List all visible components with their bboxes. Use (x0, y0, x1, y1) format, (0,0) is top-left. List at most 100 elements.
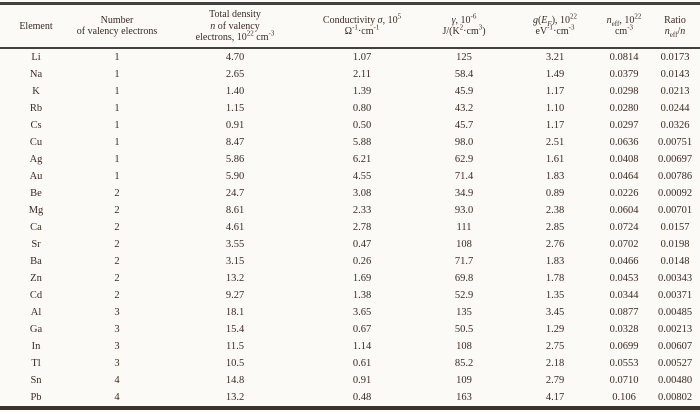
cell-conductivity: 0.80 (352, 102, 372, 114)
cell-gamma: 98.0 (454, 136, 474, 148)
cell-dos: 3.21 (545, 51, 565, 63)
cell-gamma: 43.2 (454, 102, 474, 114)
cell-conductivity: 4.55 (352, 170, 372, 182)
table-row: Ag 1 5.86 6.21 62.9 1.61 0.0408 0.00697 (0, 151, 700, 168)
cell-valency: 1 (114, 170, 120, 182)
cell-element: Cs (30, 119, 42, 131)
cell-n-eff: 0.0408 (609, 153, 639, 165)
table-row: In 3 11.5 1.14 108 2.75 0.0699 0.00607 (0, 338, 700, 355)
cell-valency: 2 (114, 221, 120, 233)
table-row: Tl 3 10.5 0.61 85.2 2.18 0.0553 0.00527 (0, 355, 700, 372)
cell-valency: 3 (114, 357, 120, 369)
cell-conductivity: 2.11 (353, 68, 371, 80)
cell-valency: 3 (114, 340, 120, 352)
table-header: Element Number of valency electrons Total d… (0, 4, 700, 48)
cell-gamma: 45.7 (454, 119, 474, 131)
cell-element: K (32, 85, 40, 97)
cell-element: Al (30, 306, 42, 318)
cell-conductivity: 0.50 (352, 119, 372, 131)
cell-total-density: 9.27 (225, 289, 245, 301)
cell-ratio: 0.0143 (660, 68, 690, 80)
cell-valency: 2 (114, 272, 120, 284)
cell-valency: 2 (114, 255, 120, 267)
cell-dos: 1.83 (545, 255, 565, 267)
cell-n-eff: 0.0604 (609, 204, 639, 216)
table-row: Sr 2 3.55 0.47 108 2.76 0.0702 0.0198 (0, 236, 700, 253)
cell-conductivity: 3.08 (352, 187, 372, 199)
cell-ratio: 0.00371 (657, 289, 693, 301)
cell-n-eff: 0.0710 (609, 374, 639, 386)
table-body: Li 1 4.70 1.07 125 3.21 0.0814 0.0173 Na 1 2.65 2.1… (0, 48, 700, 408)
cell-ratio: 0.0173 (660, 51, 690, 63)
cell-dos: 1.35 (545, 289, 565, 301)
cell-gamma: 108 (456, 340, 472, 352)
cell-element: Ba (30, 255, 42, 267)
column-header-valency: Number of valency electrons (76, 14, 158, 38)
cell-valency: 2 (114, 187, 120, 199)
cell-total-density: 2.65 (225, 68, 245, 80)
cell-conductivity: 0.61 (352, 357, 372, 369)
cell-gamma: 34.9 (454, 187, 474, 199)
cell-ratio: 0.00697 (657, 153, 693, 165)
cell-n-eff: 0.0699 (609, 340, 639, 352)
cell-dos: 1.83 (545, 170, 565, 182)
cell-gamma: 62.9 (454, 153, 474, 165)
column-header-conductivity: Conductivity σ, 105 Ω-1·cm-1 (322, 12, 402, 38)
cell-element: Pb (30, 391, 42, 403)
cell-conductivity: 0.48 (352, 391, 372, 403)
cell-n-eff: 0.0297 (609, 119, 639, 131)
cell-valency: 4 (114, 374, 120, 386)
cell-total-density: 18.1 (225, 306, 245, 318)
cell-total-density: 3.55 (225, 238, 245, 250)
cell-dos: 1.49 (545, 68, 565, 80)
table-row: Ga 3 15.4 0.67 50.5 1.29 0.0328 0.00213 (0, 321, 700, 338)
cell-dos: 1.17 (545, 119, 565, 131)
cell-valency: 1 (114, 51, 120, 63)
cell-ratio: 0.0198 (660, 238, 690, 250)
cell-conductivity: 6.21 (352, 153, 372, 165)
cell-total-density: 3.15 (225, 255, 245, 267)
cell-dos: 2.79 (545, 374, 565, 386)
cell-gamma: 125 (456, 51, 472, 63)
cell-dos: 2.76 (545, 238, 565, 250)
cell-ratio: 0.0213 (660, 85, 690, 97)
cell-element: Cd (29, 289, 43, 301)
cell-gamma: 45.9 (454, 85, 474, 97)
cell-gamma: 108 (456, 238, 472, 250)
cell-n-eff: 0.0877 (609, 306, 639, 318)
cell-total-density: 11.5 (226, 340, 244, 352)
cell-gamma: 50.5 (454, 323, 474, 335)
header-row: Element Number of valency electrons Total d… (0, 4, 700, 48)
cell-valency: 2 (114, 238, 120, 250)
cell-dos: 0.89 (545, 187, 565, 199)
cell-n-eff: 0.0814 (609, 51, 639, 63)
column-header-dos: g(EF), 1022 eV-1·cm-3 (532, 12, 578, 38)
table-row: Cs 1 0.91 0.50 45.7 1.17 0.0297 0.0326 (0, 117, 700, 134)
cell-element: In (31, 340, 41, 352)
cell-element: Na (29, 68, 43, 80)
cell-conductivity: 1.69 (352, 272, 372, 284)
table-row: K 1 1.40 1.39 45.9 1.17 0.0298 0.0213 (0, 83, 700, 100)
cell-ratio: 0.00786 (657, 170, 693, 182)
cell-total-density: 1.15 (225, 102, 245, 114)
cell-conductivity: 0.47 (352, 238, 372, 250)
cell-n-eff: 0.0226 (609, 187, 639, 199)
cell-element: Tl (31, 357, 41, 369)
cell-dos: 2.75 (545, 340, 565, 352)
cell-ratio: 0.00701 (657, 204, 693, 216)
cell-gamma: 52.9 (454, 289, 474, 301)
cell-element: Be (30, 187, 42, 199)
cell-dos: 1.61 (545, 153, 565, 165)
cell-total-density: 0.91 (225, 119, 245, 131)
cell-conductivity: 1.38 (352, 289, 372, 301)
cell-element: Cu (29, 136, 43, 148)
cell-gamma: 58.4 (454, 68, 474, 80)
column-header-ratio: Ratio neff/n (664, 14, 686, 40)
cell-total-density: 5.86 (225, 153, 245, 165)
cell-total-density: 10.5 (225, 357, 245, 369)
cell-total-density: 13.2 (225, 391, 245, 403)
cell-conductivity: 0.91 (352, 374, 372, 386)
table-row: Li 1 4.70 1.07 125 3.21 0.0814 0.0173 (0, 48, 700, 66)
cell-dos: 1.78 (545, 272, 565, 284)
